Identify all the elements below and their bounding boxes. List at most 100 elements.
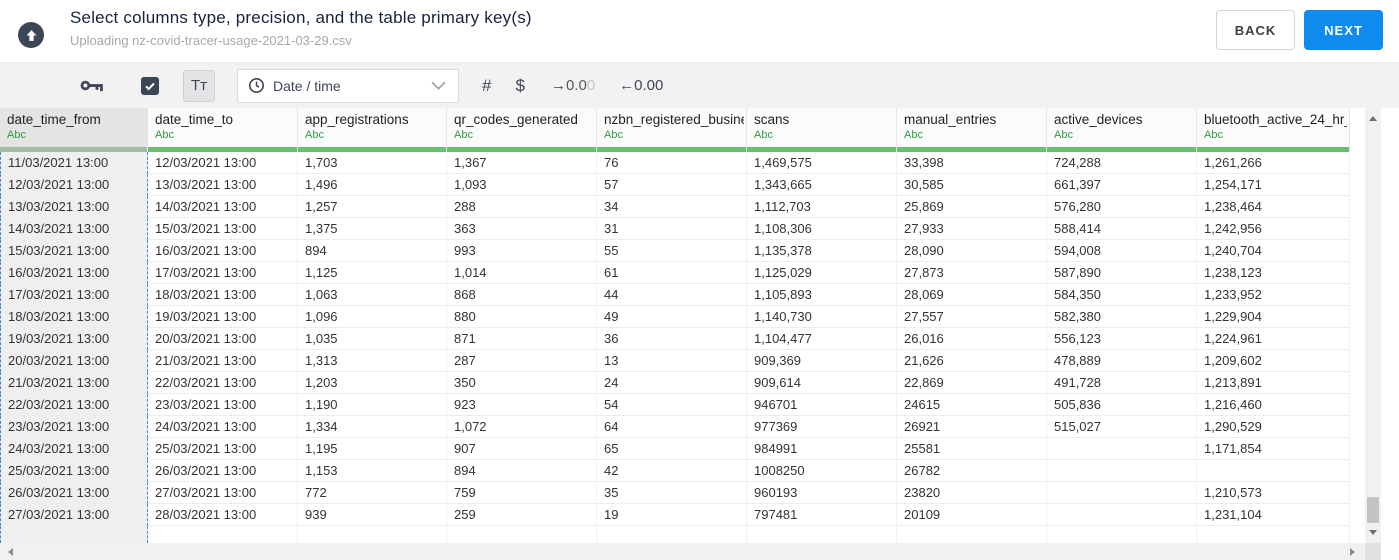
- table-cell[interactable]: 49: [597, 306, 747, 328]
- table-cell[interactable]: 19: [597, 504, 747, 526]
- table-cell[interactable]: 907: [447, 438, 597, 460]
- table-cell[interactable]: 30,585: [897, 174, 1047, 196]
- table-cell[interactable]: 977369: [747, 416, 897, 438]
- table-cell[interactable]: 22,869: [897, 372, 1047, 394]
- table-cell[interactable]: 20/03/2021 13:00: [148, 328, 298, 350]
- table-cell[interactable]: 28/03/2021 13:00: [148, 504, 298, 526]
- table-cell[interactable]: 1,254,171: [1197, 174, 1350, 196]
- table-cell[interactable]: 25/03/2021 13:00: [148, 438, 298, 460]
- table-cell[interactable]: 946701: [747, 394, 897, 416]
- scroll-down-icon[interactable]: [1369, 530, 1377, 535]
- table-cell[interactable]: 25581: [897, 438, 1047, 460]
- table-cell[interactable]: 42: [597, 460, 747, 482]
- table-cell[interactable]: 1,231,104: [1197, 504, 1350, 526]
- table-cell[interactable]: 909,614: [747, 372, 897, 394]
- table-cell[interactable]: 24: [597, 372, 747, 394]
- table-cell[interactable]: 259: [447, 504, 597, 526]
- primary-key-icon[interactable]: [80, 78, 104, 93]
- table-cell[interactable]: 588,414: [1047, 218, 1197, 240]
- table-cell[interactable]: 21/03/2021 13:00: [0, 372, 148, 394]
- table-cell[interactable]: 1008250: [747, 460, 897, 482]
- column-header-scans[interactable]: scans Abc: [747, 108, 897, 152]
- table-cell[interactable]: 25/03/2021 13:00: [0, 460, 148, 482]
- table-cell[interactable]: 44: [597, 284, 747, 306]
- table-cell[interactable]: 13: [597, 350, 747, 372]
- table-cell[interactable]: 18/03/2021 13:00: [0, 306, 148, 328]
- table-cell[interactable]: 16/03/2021 13:00: [148, 240, 298, 262]
- table-cell[interactable]: 576,280: [1047, 196, 1197, 218]
- table-cell[interactable]: 871: [447, 328, 597, 350]
- table-cell[interactable]: 1,261,266: [1197, 152, 1350, 174]
- table-cell[interactable]: 12/03/2021 13:00: [148, 152, 298, 174]
- table-cell[interactable]: 1,229,904: [1197, 306, 1350, 328]
- table-cell[interactable]: 1,257: [298, 196, 447, 218]
- table-cell[interactable]: 1,104,477: [747, 328, 897, 350]
- currency-type-button[interactable]: $: [515, 75, 525, 95]
- table-cell[interactable]: 33,398: [897, 152, 1047, 174]
- table-cell[interactable]: 16/03/2021 13:00: [0, 262, 148, 284]
- table-cell[interactable]: 28,069: [897, 284, 1047, 306]
- table-cell[interactable]: 27,557: [897, 306, 1047, 328]
- column-header-manual_entries[interactable]: manual_entries Abc: [897, 108, 1047, 152]
- table-cell[interactable]: 1,125: [298, 262, 447, 284]
- table-cell[interactable]: 25,869: [897, 196, 1047, 218]
- table-cell[interactable]: 35: [597, 482, 747, 504]
- table-cell[interactable]: 1,135,378: [747, 240, 897, 262]
- table-cell[interactable]: 15/03/2021 13:00: [0, 240, 148, 262]
- table-cell[interactable]: 960193: [747, 482, 897, 504]
- table-cell[interactable]: 363: [447, 218, 597, 240]
- table-cell[interactable]: 22/03/2021 13:00: [148, 372, 298, 394]
- back-button[interactable]: BACK: [1216, 10, 1295, 50]
- table-cell[interactable]: 1,209,602: [1197, 350, 1350, 372]
- table-cell[interactable]: 55: [597, 240, 747, 262]
- table-cell[interactable]: 1,093: [447, 174, 597, 196]
- table-cell[interactable]: 26/03/2021 13:00: [148, 460, 298, 482]
- table-cell[interactable]: 1,190: [298, 394, 447, 416]
- table-cell[interactable]: 28,090: [897, 240, 1047, 262]
- table-cell[interactable]: 22/03/2021 13:00: [0, 394, 148, 416]
- table-cell[interactable]: 27,933: [897, 218, 1047, 240]
- table-cell[interactable]: 772: [298, 482, 447, 504]
- increase-decimal-button[interactable]: ←0.00: [619, 77, 664, 94]
- table-cell[interactable]: 31: [597, 218, 747, 240]
- table-cell[interactable]: 1,171,854: [1197, 438, 1350, 460]
- table-cell[interactable]: 478,889: [1047, 350, 1197, 372]
- table-cell[interactable]: 26782: [897, 460, 1047, 482]
- table-cell[interactable]: [1047, 438, 1197, 460]
- table-cell[interactable]: 1,375: [298, 218, 447, 240]
- vertical-scrollbar[interactable]: [1365, 108, 1381, 543]
- table-cell[interactable]: 26/03/2021 13:00: [0, 482, 148, 504]
- table-cell[interactable]: 1,240,704: [1197, 240, 1350, 262]
- table-cell[interactable]: 64: [597, 416, 747, 438]
- table-cell[interactable]: 759: [447, 482, 597, 504]
- table-cell[interactable]: 24/03/2021 13:00: [148, 416, 298, 438]
- column-header-qr_codes_generated[interactable]: qr_codes_generated Abc: [447, 108, 597, 152]
- table-cell[interactable]: 1,153: [298, 460, 447, 482]
- table-cell[interactable]: 868: [447, 284, 597, 306]
- table-cell[interactable]: 515,027: [1047, 416, 1197, 438]
- table-cell[interactable]: 15/03/2021 13:00: [148, 218, 298, 240]
- horizontal-scrollbar[interactable]: [0, 543, 1365, 560]
- table-cell[interactable]: 1,014: [447, 262, 597, 284]
- table-cell[interactable]: 287: [447, 350, 597, 372]
- table-cell[interactable]: 1,334: [298, 416, 447, 438]
- table-cell[interactable]: 12/03/2021 13:00: [0, 174, 148, 196]
- column-header-date_time_from[interactable]: date_time_from Abc: [0, 108, 148, 152]
- table-cell[interactable]: 1,063: [298, 284, 447, 306]
- table-cell[interactable]: 20/03/2021 13:00: [0, 350, 148, 372]
- table-cell[interactable]: 14/03/2021 13:00: [0, 218, 148, 240]
- table-cell[interactable]: 17/03/2021 13:00: [148, 262, 298, 284]
- table-cell[interactable]: 894: [447, 460, 597, 482]
- table-cell[interactable]: 1,224,961: [1197, 328, 1350, 350]
- table-cell[interactable]: 17/03/2021 13:00: [0, 284, 148, 306]
- table-cell[interactable]: 1,140,730: [747, 306, 897, 328]
- table-cell[interactable]: 27/03/2021 13:00: [0, 504, 148, 526]
- table-cell[interactable]: 34: [597, 196, 747, 218]
- table-cell[interactable]: 1,313: [298, 350, 447, 372]
- table-cell[interactable]: 19/03/2021 13:00: [0, 328, 148, 350]
- table-cell[interactable]: 26,016: [897, 328, 1047, 350]
- table-cell[interactable]: 1,238,123: [1197, 262, 1350, 284]
- table-cell[interactable]: 61: [597, 262, 747, 284]
- table-cell[interactable]: 724,288: [1047, 152, 1197, 174]
- table-cell[interactable]: 1,072: [447, 416, 597, 438]
